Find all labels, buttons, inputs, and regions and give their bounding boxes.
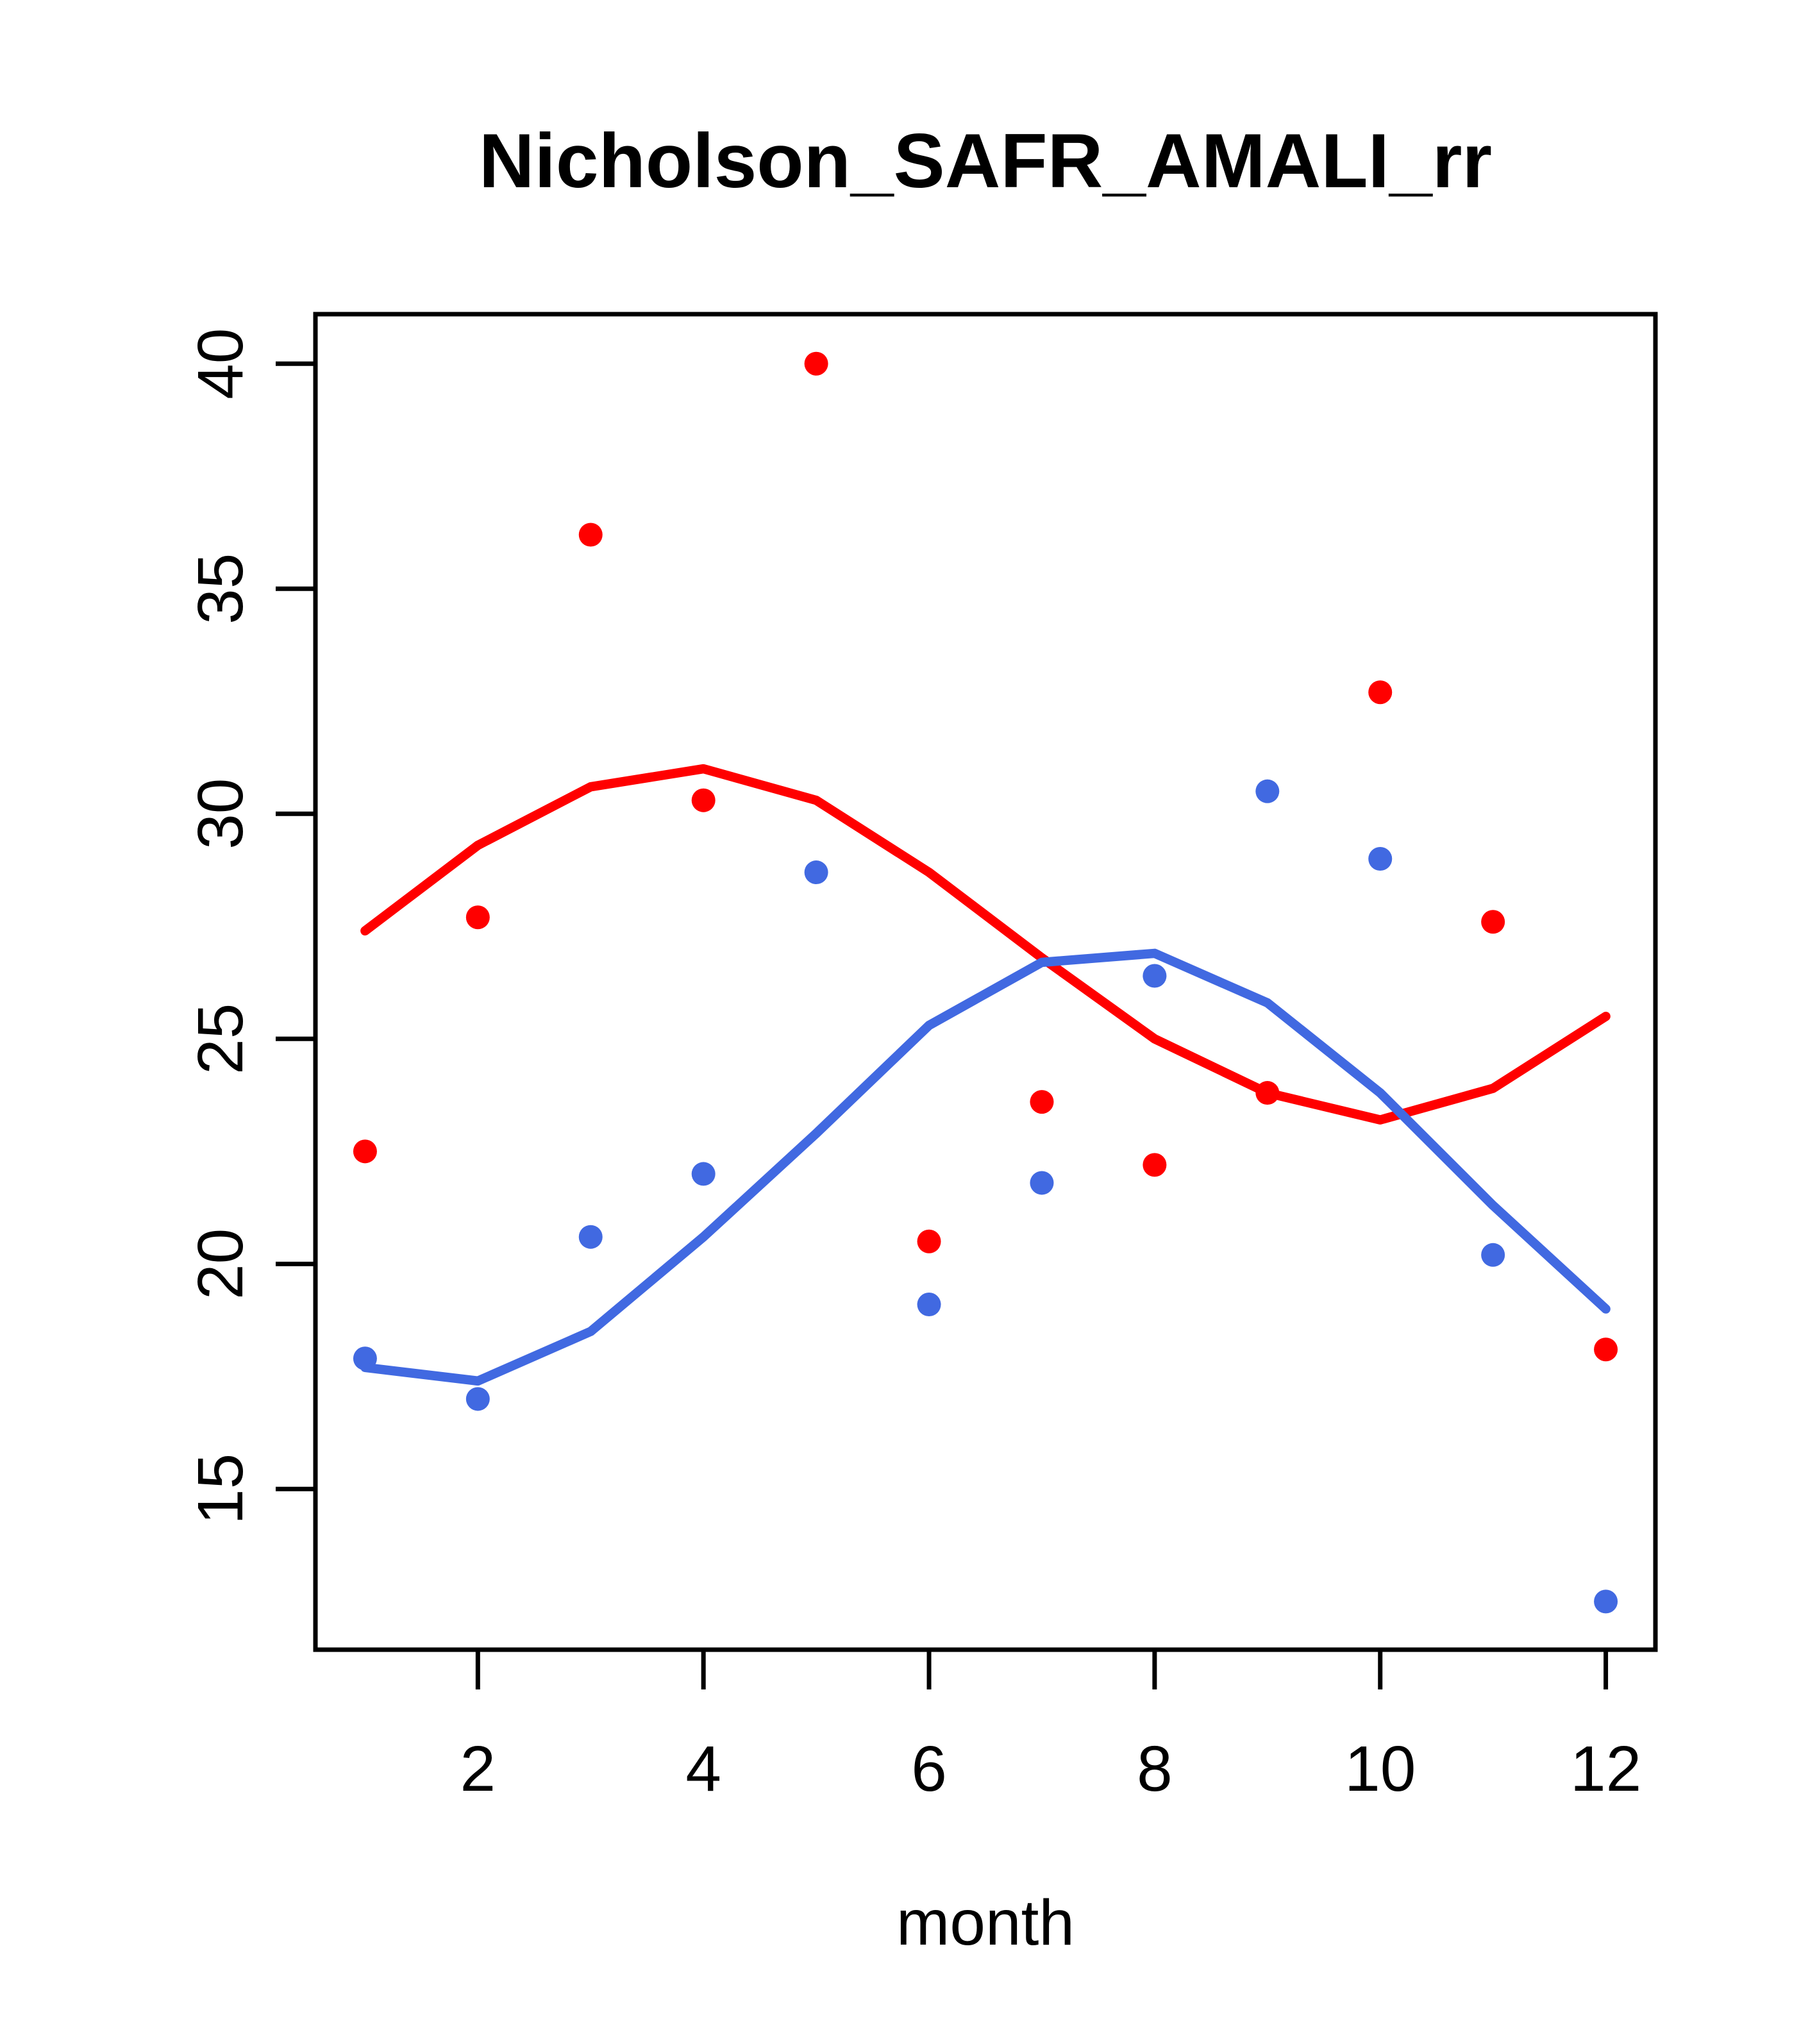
x-axis: 2 4 6 8 10 12 xyxy=(460,1650,1641,1805)
y-tick-label: 20 xyxy=(185,1228,256,1300)
red-point xyxy=(691,788,716,812)
blue-point xyxy=(1481,1243,1505,1267)
y-tick-label: 25 xyxy=(185,1003,256,1075)
x-tick-label: 12 xyxy=(1570,1733,1641,1805)
blue-point xyxy=(1255,779,1280,803)
chart-title: Nicholson_SAFR_AMALI_rr xyxy=(479,118,1492,204)
blue-loess-line xyxy=(360,948,1611,1386)
blue-point xyxy=(465,1387,490,1411)
red-point xyxy=(578,523,603,547)
blue-point xyxy=(804,860,828,885)
red-point xyxy=(1594,1337,1618,1362)
blue-point xyxy=(1030,1171,1054,1195)
y-tick-label: 35 xyxy=(185,553,256,624)
x-tick-label: 10 xyxy=(1344,1733,1416,1805)
y-tick-label: 15 xyxy=(185,1453,256,1525)
x-tick-label: 8 xyxy=(1137,1733,1173,1805)
red-point xyxy=(1368,680,1393,705)
series-layer xyxy=(353,351,1618,1614)
blue-point xyxy=(1368,846,1393,871)
red-point xyxy=(1143,1153,1167,1177)
x-tick-label: 2 xyxy=(460,1733,496,1805)
blue-point xyxy=(1143,964,1167,988)
blue-point xyxy=(691,1162,716,1186)
red-point xyxy=(804,351,828,376)
y-tick-label: 30 xyxy=(185,778,256,850)
x-tick-label: 4 xyxy=(685,1733,721,1805)
y-axis: 15 20 25 30 35 40 xyxy=(185,328,315,1525)
x-axis-title: month xyxy=(896,1887,1075,1959)
red-loess-line xyxy=(360,764,1611,1125)
x-tick-label: 6 xyxy=(911,1733,947,1805)
red-point xyxy=(1481,910,1505,934)
red-point xyxy=(1030,1090,1054,1114)
red-point xyxy=(465,905,490,930)
red-point xyxy=(917,1229,941,1253)
blue-point xyxy=(917,1293,941,1317)
red-point xyxy=(353,1139,377,1164)
y-tick-label: 40 xyxy=(185,328,256,399)
plot-border xyxy=(313,312,1658,1652)
blue-point xyxy=(578,1225,603,1249)
blue-point xyxy=(1594,1589,1618,1614)
